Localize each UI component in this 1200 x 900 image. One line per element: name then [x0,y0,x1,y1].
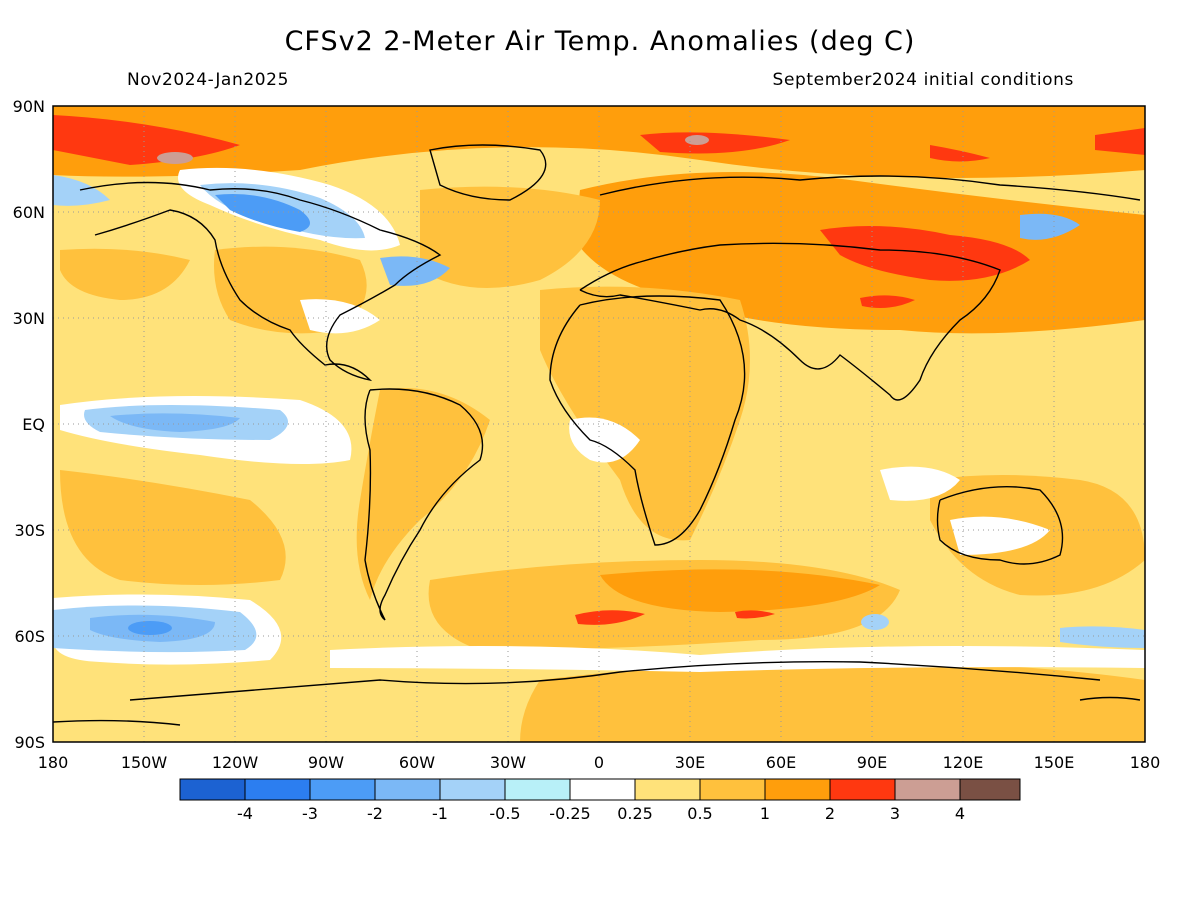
colorbar-tick-label: 0.5 [687,804,712,823]
colorbar-tick-label: -0.25 [549,804,590,823]
colorbar-tick-label: 1 [760,804,770,823]
lon-label: 90W [308,753,344,772]
lat-label: 30N [13,309,45,328]
colorbar-tick-label: 2 [825,804,835,823]
lon-label: 120E [943,753,984,772]
colorbar-tick-label: 4 [955,804,965,823]
colorbar-swatch [179,778,246,801]
initial-conditions-label: September2024 initial conditions [772,70,1074,90]
valid-period-label: Nov2024-Jan2025 [127,70,289,90]
colorbar-tick-label: 3 [890,804,900,823]
lon-label: 90E [857,753,887,772]
colorbar-tick-label: -0.5 [489,804,520,823]
colorbar-swatch [309,778,376,801]
colorbar-tick-label: 0.25 [617,804,653,823]
lon-label: 180 [1130,753,1161,772]
lon-label: 60W [399,753,435,772]
lat-label: EQ [22,415,45,434]
colorbar-swatch [959,778,1021,801]
colorbar-swatch [699,778,766,801]
colorbar-swatch [634,778,701,801]
colorbar-swatch [504,778,571,801]
lat-label: 60N [13,203,45,222]
colorbar-tick-label: -3 [302,804,318,823]
map-frame [52,105,1146,743]
lon-label: 150E [1034,753,1075,772]
lat-label: 60S [14,627,45,646]
lon-label: 150W [121,753,168,772]
colorbar: -4 -3 -2 -1 -0.5 -0.25 0.25 0.5 1 2 3 4 [179,778,1021,823]
lon-label: 180 [38,753,69,772]
colorbar-swatch [764,778,831,801]
latitude-labels: 90N 60N 30N EQ 30S 60S 90S [13,97,45,752]
colorbar-swatch [439,778,506,801]
map-title: CFSv2 2-Meter Air Temp. Anomalies (deg C… [284,26,916,57]
colorbar-tick-label: -2 [367,804,383,823]
colorbar-tick-label: -1 [432,804,448,823]
lon-label: 30E [675,753,705,772]
colorbar-swatch [894,778,961,801]
lon-label: 120W [212,753,259,772]
colorbar-tick-label: -4 [237,804,253,823]
longitude-labels: 180 150W 120W 90W 60W 30W 0 30E 60E 90E … [38,753,1161,772]
lon-label: 60E [766,753,796,772]
colorbar-swatch [569,778,636,801]
lat-label: 90S [14,733,45,752]
gridlines [53,106,1145,742]
colorbar-swatch [244,778,311,801]
lon-label: 30W [490,753,526,772]
lat-label: 90N [13,97,45,116]
coastlines [53,144,1141,726]
colorbar-swatch [374,778,441,801]
lat-label: 30S [14,521,45,540]
colorbar-swatch [829,778,896,801]
lon-label: 0 [594,753,604,772]
